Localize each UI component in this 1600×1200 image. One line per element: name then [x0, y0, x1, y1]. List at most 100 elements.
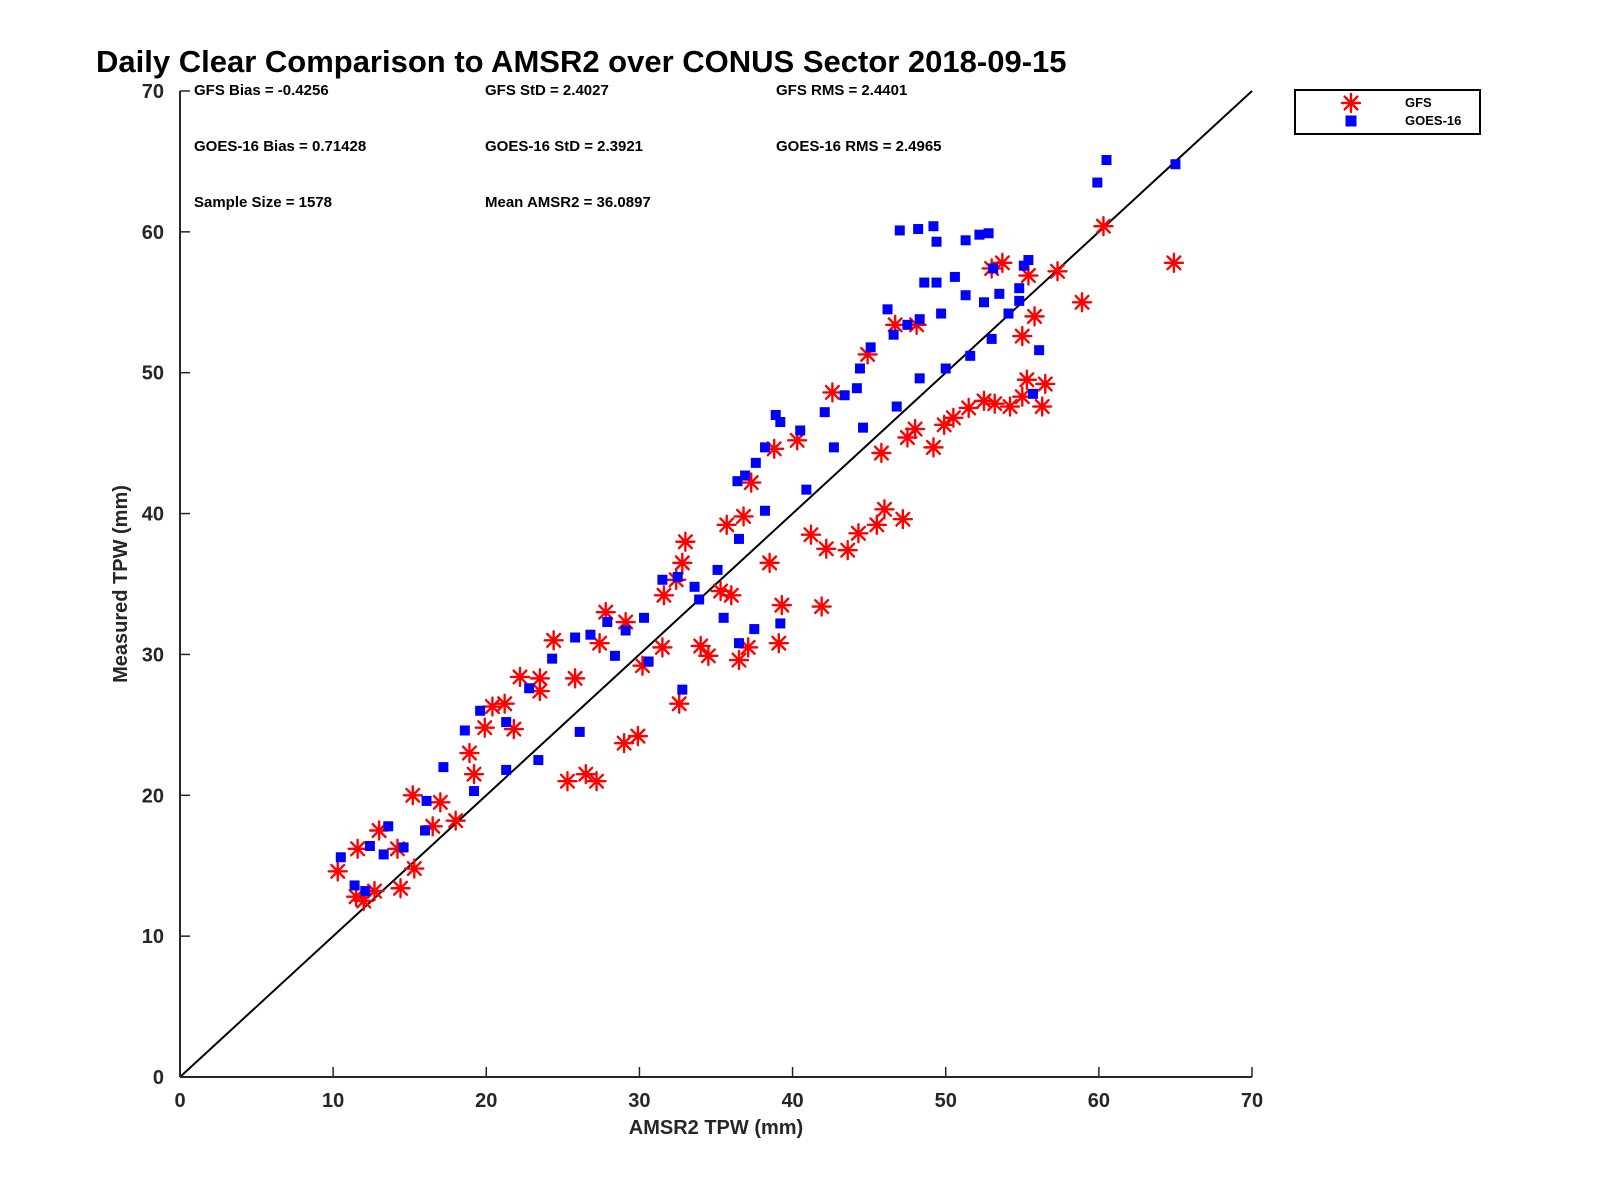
goes16-point: [475, 705, 486, 716]
stat-goes-std: GOES-16 StD = 2.3921: [485, 138, 643, 155]
goes16-point: [1034, 345, 1045, 356]
legend-box: [1294, 89, 1481, 135]
chart-title: Daily Clear Comparison to AMSR2 over CON…: [96, 44, 1067, 79]
gfs-point: [759, 552, 780, 574]
legend: GFS GOES-16: [1294, 89, 1481, 135]
plot-area: [179, 90, 1253, 1078]
goes16-point: [421, 795, 432, 806]
goes16-point: [775, 417, 786, 428]
legend-gfs-label: GFS: [1405, 95, 1432, 110]
stat-sample-size: Sample Size = 1578: [194, 194, 332, 211]
goes16-point: [891, 401, 902, 412]
gfs-point: [327, 861, 348, 882]
y-tick-label: 0: [153, 1067, 164, 1089]
gfs-point: [672, 552, 693, 574]
goes16-point: [585, 629, 596, 640]
goes16-point: [940, 363, 951, 374]
goes16-point: [760, 505, 771, 516]
goes16-point: [1003, 308, 1014, 319]
goes16-point: [894, 225, 905, 236]
goes16-point: [965, 350, 976, 361]
gfs-point: [509, 666, 531, 688]
gfs-point: [690, 635, 711, 657]
gfs-point: [958, 397, 979, 419]
gfs-point: [1093, 216, 1114, 237]
goes16-point: [983, 228, 994, 239]
gfs-point: [904, 418, 926, 440]
gfs-point: [653, 585, 675, 606]
gfs-point: [771, 594, 793, 616]
stat-mean-amsr2: Mean AMSR2 = 36.0897: [485, 194, 651, 211]
gfs-point: [874, 499, 895, 520]
y-tick-label: 10: [142, 926, 164, 948]
stat-gfs-bias: GFS Bias = -0.4256: [194, 82, 329, 99]
gfs-point: [999, 396, 1021, 417]
gfs-point: [733, 506, 754, 527]
gfs-point: [811, 596, 832, 617]
x-tick-label: 0: [174, 1090, 185, 1112]
gfs-point: [1035, 373, 1056, 395]
goes16-point: [360, 886, 371, 897]
stat-goes-bias: GOES-16 Bias = 0.71428: [194, 138, 366, 155]
goes16-point: [364, 840, 375, 851]
gfs-point: [943, 407, 964, 428]
gfs-point: [564, 668, 586, 689]
gfs-point: [848, 523, 869, 544]
goes16-point: [643, 656, 654, 667]
goes16-point: [936, 308, 947, 319]
y-tick-label: 70: [142, 81, 164, 103]
goes16-point: [1028, 388, 1039, 399]
goes16-point: [1170, 159, 1181, 170]
legend-goes16-marker: [1345, 115, 1357, 127]
goes16-point: [438, 762, 449, 773]
gfs-point: [404, 858, 425, 879]
gfs-point: [1024, 306, 1045, 327]
goes16-point: [718, 612, 729, 623]
goes16-point: [819, 407, 830, 418]
goes16-point: [775, 618, 786, 629]
stats-block: GFS Bias = -0.4256 GFS StD = 2.4027 GFS …: [194, 82, 942, 211]
stat-gfs-rms: GFS RMS = 2.4401: [776, 82, 907, 99]
goes16-point: [960, 290, 971, 301]
y-tick-label: 30: [142, 644, 164, 666]
goes16-point: [914, 373, 925, 384]
gfs-point: [1012, 325, 1033, 347]
goes16-point: [988, 263, 999, 274]
goes16-point: [1023, 255, 1034, 266]
gfs-point: [543, 630, 564, 651]
gfs-point: [837, 539, 858, 561]
goes16-point: [913, 224, 924, 235]
goes16-point: [974, 229, 985, 240]
gfs-point: [430, 792, 451, 813]
goes16-point: [383, 821, 394, 832]
gfs-point: [923, 437, 944, 458]
gfs-point: [698, 645, 719, 667]
goes16-point: [524, 683, 535, 694]
gfs-point: [721, 585, 742, 606]
x-axis-label: AMSR2 TPW (mm): [629, 1117, 803, 1139]
gfs-point: [474, 717, 495, 738]
gfs-point: [1016, 369, 1038, 390]
goes16-point: [839, 390, 850, 401]
goes16-point: [609, 650, 620, 661]
gfs-point: [1071, 292, 1093, 313]
goes16-point: [547, 653, 558, 664]
gfs-point: [866, 514, 887, 536]
goes16-point: [770, 409, 781, 420]
y-tick-label: 40: [142, 504, 164, 526]
legend-gfs-asterisk: [1340, 92, 1362, 114]
goes16-point: [979, 297, 989, 308]
x-ticks: 0 10 20 30 40 50 60 70: [174, 1067, 1263, 1112]
gfs-point: [390, 878, 411, 899]
goes16-point: [854, 363, 865, 374]
goes16-point: [882, 304, 893, 315]
gfs-point: [613, 732, 635, 754]
gfs-point: [892, 509, 914, 530]
gfs-point: [1047, 261, 1068, 282]
stat-gfs-std: GFS StD = 2.4027: [485, 82, 609, 99]
goes16-point: [533, 755, 544, 766]
goes16-point: [570, 632, 581, 643]
goes16-point: [620, 625, 631, 636]
goes16-point: [602, 617, 613, 628]
